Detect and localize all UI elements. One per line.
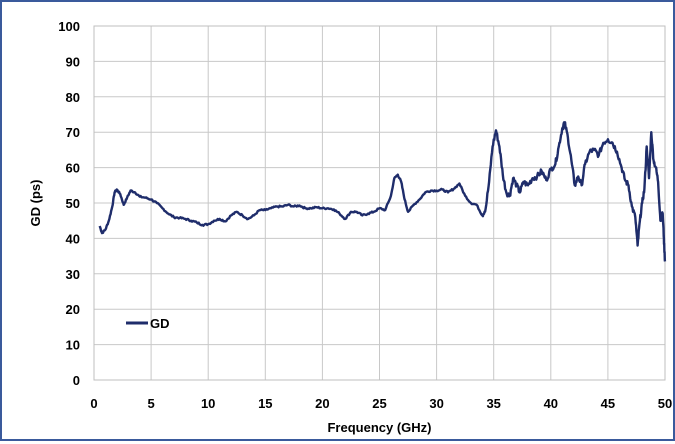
series-line-gd [98, 121, 667, 262]
y-tick-label: 70 [66, 125, 80, 140]
x-tick-label: 10 [201, 396, 215, 411]
y-axis-label: GD (ps) [28, 180, 43, 227]
x-tick-label: 50 [658, 396, 672, 411]
x-tick-label: 45 [601, 396, 615, 411]
grid [93, 25, 666, 381]
legend-label: GD [150, 316, 170, 331]
y-tick-label: 90 [66, 54, 80, 69]
y-tick-labels: 0 10 20 30 40 50 60 70 80 90 100 [58, 19, 80, 388]
plot-border [93, 25, 666, 381]
x-tick-label: 35 [486, 396, 500, 411]
x-axis-label: Frequency (GHz) [327, 420, 431, 435]
y-tick-label: 20 [66, 302, 80, 317]
gd-chart: 0 10 20 30 40 50 60 70 80 90 100 0 5 10 15 20 25 30 35 40 4… [28, 19, 672, 435]
y-tick-label: 40 [66, 231, 80, 246]
y-tick-label: 80 [66, 90, 80, 105]
x-tick-label: 30 [429, 396, 443, 411]
y-tick-label: 60 [66, 161, 80, 176]
y-tick-label: 30 [66, 267, 80, 282]
x-tick-label: 5 [147, 396, 154, 411]
x-tick-label: 40 [544, 396, 558, 411]
x-tick-label: 0 [90, 396, 97, 411]
y-tick-label: 50 [66, 196, 80, 211]
y-tick-label: 10 [66, 338, 80, 353]
x-tick-label: 20 [315, 396, 329, 411]
x-tick-labels: 0 5 10 15 20 25 30 35 40 45 50 [90, 396, 672, 411]
y-tick-label: 100 [58, 19, 80, 34]
x-tick-label: 15 [258, 396, 272, 411]
y-tick-label: 0 [73, 373, 80, 388]
legend: GD [126, 316, 170, 331]
x-tick-label: 25 [372, 396, 386, 411]
